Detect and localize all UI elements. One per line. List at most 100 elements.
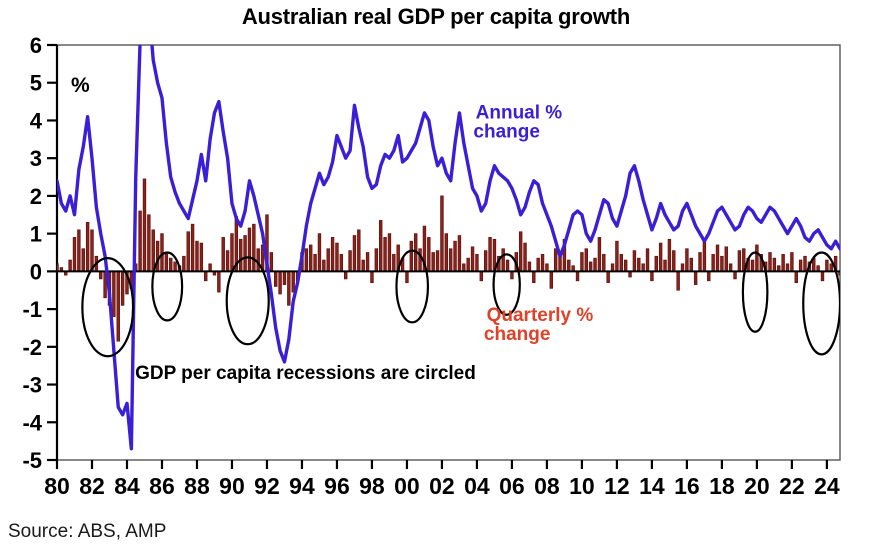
quarterly-bar (217, 271, 221, 293)
quarterly-bar (120, 271, 125, 306)
quarterly-bar (707, 271, 711, 282)
quarterly-bar (247, 227, 252, 272)
quarterly-bar (392, 254, 396, 272)
quarterly-bar (672, 250, 676, 272)
quarterly-bar (160, 233, 164, 272)
quarterly-bar (313, 254, 317, 272)
data-layer (57, 45, 864, 451)
quarterly-bar (409, 240, 414, 272)
quarterly-bar (667, 238, 672, 272)
quarterly-bar (440, 195, 444, 272)
quarterly-bar (768, 252, 772, 272)
quarterly-bar (330, 237, 335, 272)
quarterly-bar (448, 248, 453, 272)
quarterly-bar (361, 259, 365, 272)
quarterly-bar (374, 248, 379, 272)
quarterly-bar (838, 271, 840, 276)
quarterly-bar (357, 229, 361, 272)
quarterly-bar (142, 178, 147, 272)
quarterly-bar (584, 248, 588, 272)
legend-annual-line1: Annual % (476, 103, 563, 124)
x-tick-label: 18 (709, 473, 735, 499)
quarterly-bar (99, 271, 103, 280)
quarterly-bar (650, 271, 654, 282)
x-tick-label: 02 (429, 473, 455, 499)
quarterly-bar (112, 271, 116, 317)
quarterly-bar (278, 271, 282, 295)
quarterly-bar (186, 231, 190, 272)
quarterly-bar (169, 257, 173, 272)
quarterly-bar (575, 271, 580, 282)
quarterly-bar (724, 246, 728, 272)
quarterly-bar (387, 233, 392, 272)
y-tick-label: 0 (30, 259, 42, 284)
quarterly-bar (847, 262, 850, 271)
x-tick-label: 86 (149, 473, 175, 499)
x-tick-label: 92 (254, 473, 280, 499)
x-tick-label: 08 (534, 473, 560, 499)
x-tick-label: 88 (184, 473, 210, 499)
quarterly-bar (645, 248, 650, 272)
quarterly-bar (676, 271, 680, 291)
quarterly-bar (475, 254, 479, 272)
quarterly-bar (619, 254, 623, 272)
quarterly-bar (343, 271, 348, 280)
x-tick-label: 04 (464, 473, 490, 499)
quarterly-bar (317, 233, 322, 272)
quarterly-bar (610, 263, 615, 272)
recession-circles (81, 249, 840, 358)
x-tick-label: 06 (499, 473, 525, 499)
quarterly-bar (733, 271, 737, 280)
quarterly-bar (798, 259, 803, 272)
source-note: Source: ABS, AMP (8, 521, 167, 542)
quarterly-bar (549, 271, 554, 289)
y-tick-label: 1 (30, 222, 42, 247)
quarterly-bar (540, 254, 545, 272)
recession-circle (395, 249, 430, 324)
recession-circle (802, 251, 840, 356)
quarterly-bar (138, 210, 142, 272)
quarterly-bar (536, 257, 540, 272)
quarterly-bar (510, 271, 514, 280)
quarterly-bar (532, 271, 536, 284)
quarterly-bar (785, 263, 790, 272)
recession-circle (81, 257, 135, 358)
legend-annual-line2: change (473, 121, 540, 142)
annual-change-line (57, 45, 840, 451)
quarterly-bar (781, 254, 785, 272)
quarterly-bar (173, 261, 177, 272)
quarterly-bar (658, 242, 663, 272)
quarterly-bar (829, 263, 833, 272)
quarterly-bar (680, 263, 685, 272)
quarterly-bar (457, 235, 462, 272)
quarterly-bar (287, 271, 291, 306)
quarterly-bar (225, 250, 230, 272)
quarterly-bar (190, 223, 195, 272)
recession-circle (151, 251, 184, 322)
quarterly-bar (418, 248, 422, 272)
y-axis: -5 -4 -3 -2 -1 0 1 2 3 4 5 6 (22, 33, 59, 473)
quarterly-bar (755, 244, 759, 272)
x-tick-label: 24 (814, 473, 840, 499)
quarterly-bar (861, 271, 864, 284)
y-tick-label: -3 (22, 373, 42, 398)
quarterly-bar (685, 248, 689, 272)
quarterly-bar (663, 259, 667, 272)
y-tick-label: -2 (22, 335, 42, 360)
y-tick-label: -1 (22, 297, 42, 322)
quarterly-bar (737, 250, 742, 272)
quarterly-bar (116, 271, 120, 342)
quarterly-bar (715, 244, 720, 272)
quarterly-bar (291, 271, 295, 293)
quarterly-bar (68, 259, 72, 272)
quarterly-bar (790, 252, 794, 272)
quarterly-bar (85, 221, 90, 272)
quarterly-bar (593, 257, 597, 272)
quarterly-bar (803, 255, 807, 272)
unit-label: % (71, 74, 90, 97)
quarterly-bar (309, 244, 313, 272)
quarterly-bar (825, 259, 829, 272)
quarterly-bar (523, 242, 527, 272)
x-tick-label: 98 (359, 473, 385, 499)
